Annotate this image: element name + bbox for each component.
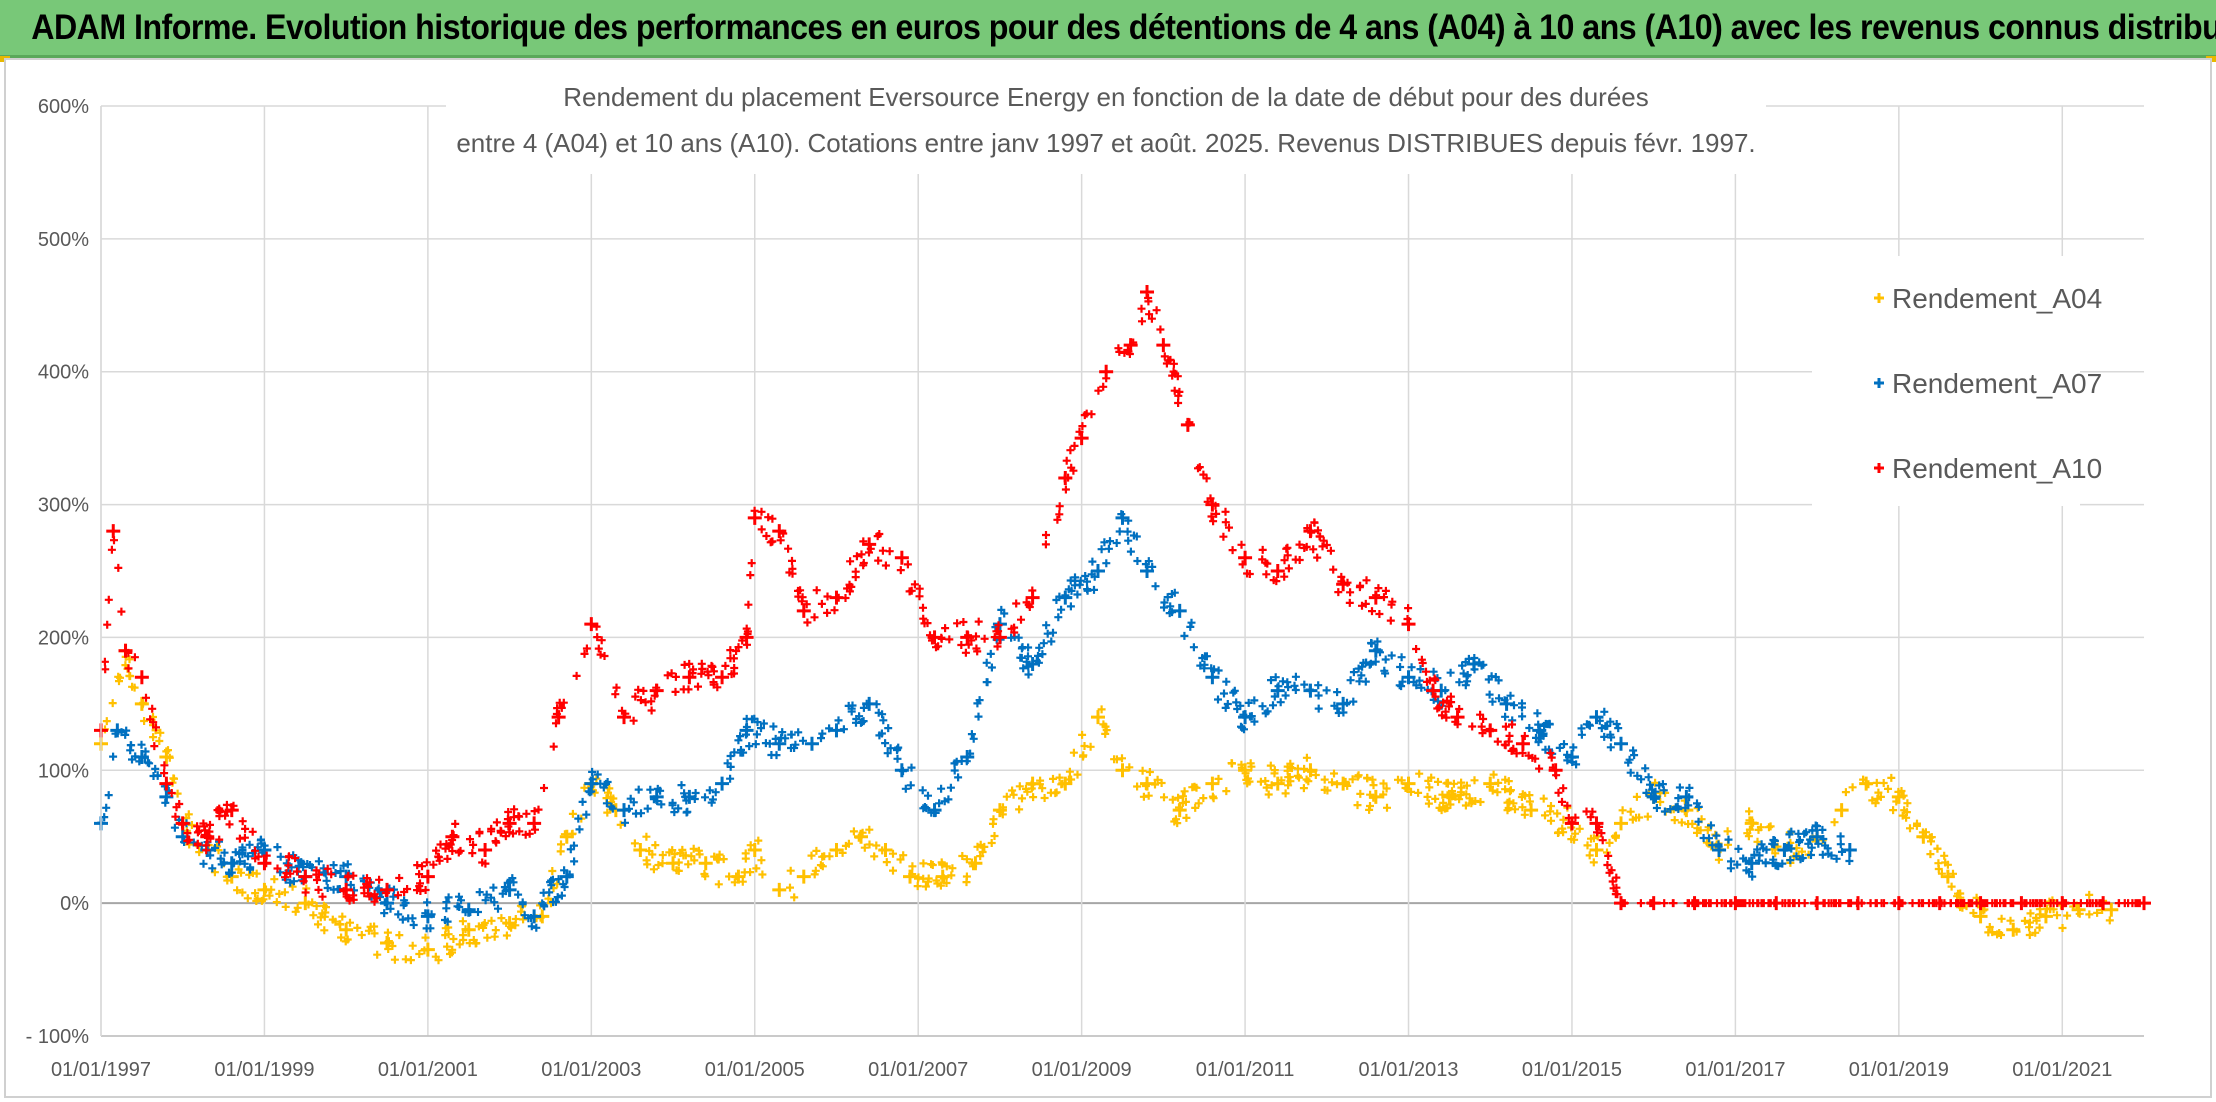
- data-point: [1842, 843, 1857, 857]
- legend-item-Rendement_A07: Rendement_A07: [1874, 368, 2102, 399]
- x-tick-label: 01/01/2005: [705, 1059, 805, 1081]
- data-point: [1589, 843, 1604, 857]
- data-point: [796, 869, 811, 884]
- y-tick-label: 600%: [38, 96, 89, 118]
- x-tick-label: 01/01/2009: [1032, 1059, 1132, 1081]
- data-point: [698, 856, 713, 871]
- data-point: [1074, 431, 1089, 446]
- chart-title-line1: Rendement du placement Eversource Energy…: [563, 82, 1649, 112]
- data-point: [804, 736, 819, 751]
- data-point: [339, 922, 354, 937]
- data-point: [478, 843, 493, 857]
- y-tick-label: 300%: [38, 495, 89, 517]
- data-point: [118, 643, 133, 658]
- data-point: [420, 869, 435, 884]
- legend-label: Rendement_A07: [1892, 368, 2102, 399]
- data-point: [617, 710, 632, 725]
- series-Rendement_A10: [94, 285, 2151, 911]
- data-point: [106, 524, 121, 539]
- data-point: [2006, 922, 2021, 937]
- x-tick-label: 01/01/2021: [2012, 1059, 2112, 1081]
- data-point: [1270, 564, 1285, 578]
- data-point: [1515, 736, 1530, 751]
- data-point: [461, 902, 476, 917]
- report-header-title: ADAM Informe. Evolution historique des p…: [31, 7, 2216, 47]
- chart-axes: - 100% 0% 100% 200% 300% 400% 500% 600% 01/01/19…: [26, 96, 2144, 1081]
- data-point: [134, 670, 149, 685]
- chart-title-background: [446, 64, 1766, 174]
- data-point: [1205, 670, 1220, 685]
- data-point: [1613, 816, 1628, 831]
- legend-item-Rendement_A04: Rendement_A04: [1874, 283, 2102, 314]
- data-point: [1115, 763, 1130, 778]
- y-tick-label: 200%: [38, 627, 89, 649]
- data-point: [796, 603, 811, 618]
- data-point: [1426, 683, 1441, 698]
- data-point: [1180, 417, 1195, 432]
- data-point: [715, 776, 730, 791]
- data-point: [420, 909, 435, 924]
- legend-marker: [1874, 378, 1884, 388]
- chart-legend: Rendement_A04 Rendement_A07 Rendement_A10: [1812, 256, 2102, 506]
- legend-marker: [1874, 463, 1884, 473]
- x-tick-label: 01/01/2011: [1196, 1059, 1295, 1081]
- series-markers: [101, 652, 2114, 965]
- data-point: [1205, 776, 1220, 791]
- data-point: [633, 843, 648, 857]
- data-point: [715, 670, 730, 685]
- y-tick-label: 0%: [60, 893, 89, 915]
- data-point: [1834, 803, 1849, 818]
- x-tick-label: 01/01/2013: [1358, 1059, 1458, 1081]
- data-point: [1613, 736, 1628, 751]
- data-point: [1401, 670, 1416, 685]
- legend-background: [1812, 256, 2080, 506]
- data-point: [829, 843, 844, 857]
- data-point: [1156, 338, 1171, 353]
- chart-svg: - 100% 0% 100% 200% 300% 400% 500% 600% 01/01/19…: [26, 64, 2151, 1081]
- data-point: [380, 882, 395, 897]
- y-tick-label: 100%: [38, 760, 89, 782]
- data-point: [559, 869, 574, 884]
- data-point: [829, 723, 844, 738]
- data-point: [159, 776, 174, 791]
- data-point: [1090, 710, 1105, 725]
- data-point: [1810, 829, 1825, 844]
- data-point: [927, 803, 942, 818]
- legend-label: Rendement_A04: [1892, 283, 2102, 314]
- legend-marker: [1874, 293, 1884, 303]
- chart-area: - 100% 0% 100% 200% 300% 400% 500% 600% 01/01/19…: [4, 58, 2212, 1098]
- data-point: [1589, 816, 1604, 831]
- series-markers: [100, 294, 2144, 908]
- data-point: [2104, 902, 2119, 917]
- y-tick-label: 400%: [38, 362, 89, 384]
- data-point: [894, 550, 909, 565]
- x-tick-label: 01/01/1999: [214, 1059, 314, 1081]
- data-point: [551, 710, 566, 725]
- data-point: [1238, 550, 1253, 565]
- x-tick-label: 01/01/2015: [1522, 1059, 1622, 1081]
- x-tick-label: 01/01/1997: [51, 1059, 151, 1081]
- data-point: [1172, 603, 1187, 618]
- chart-gridlines: [100, 105, 2144, 1037]
- data-point: [1973, 909, 1988, 924]
- y-tick-label: 500%: [38, 229, 89, 251]
- chart-title-line2: entre 4 (A04) et 10 ans (A10). Cotations…: [456, 128, 1755, 158]
- data-point: [1270, 776, 1285, 791]
- x-tick-label: 01/01/2001: [378, 1059, 478, 1081]
- series-Rendement_A07: [94, 510, 1857, 933]
- y-tick-label: - 100%: [26, 1026, 90, 1048]
- x-tick-label: 01/01/2003: [541, 1059, 641, 1081]
- data-point: [935, 869, 950, 884]
- data-point: [1777, 843, 1792, 857]
- report-header-bar: ADAM Informe. Evolution historique des p…: [0, 0, 2216, 58]
- data-point: [747, 843, 762, 857]
- data-point: [772, 882, 787, 897]
- legend-item-Rendement_A10: Rendement_A10: [1874, 453, 2102, 484]
- legend-label: Rendement_A10: [1892, 453, 2102, 484]
- x-tick-label: 01/01/2019: [1849, 1059, 1949, 1081]
- data-point: [1524, 803, 1539, 818]
- x-tick-label: 01/01/2017: [1685, 1059, 1785, 1081]
- data-point: [1140, 564, 1155, 578]
- x-tick-label: 01/01/2007: [868, 1059, 968, 1081]
